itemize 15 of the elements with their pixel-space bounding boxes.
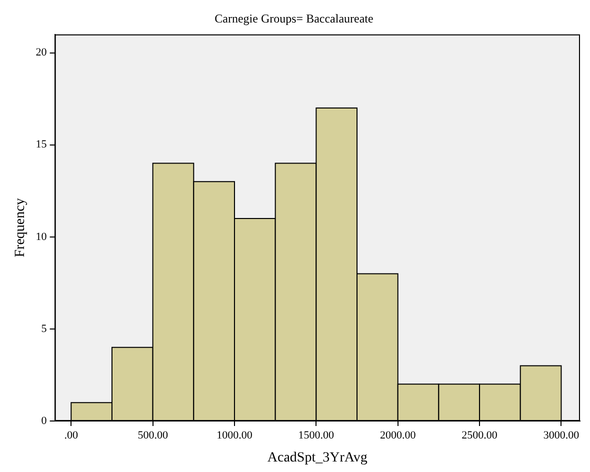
- y-tick-label: 15: [36, 138, 48, 151]
- x-tick-label: 3000.00: [543, 429, 580, 442]
- x-tick-label: 1000.00: [216, 429, 253, 442]
- y-tick-label: 0: [41, 414, 48, 427]
- x-tick-label: 500.00: [138, 429, 168, 442]
- x-tick-label: 2500.00: [462, 429, 498, 442]
- y-tick-label: 20: [36, 46, 48, 59]
- x-tick-label: .00: [64, 429, 79, 442]
- chart-title: Carnegie Groups= Baccalaureate: [214, 11, 374, 26]
- x-tick-label: 2000.00: [380, 429, 416, 442]
- x-axis-title: AcadSpt_3YrAvg: [267, 450, 368, 466]
- y-tick-label: 10: [36, 230, 48, 243]
- x-tick-label: 1500.00: [298, 429, 335, 442]
- y-axis-title: Frequency: [13, 198, 28, 258]
- y-tick-label: 5: [41, 322, 48, 335]
